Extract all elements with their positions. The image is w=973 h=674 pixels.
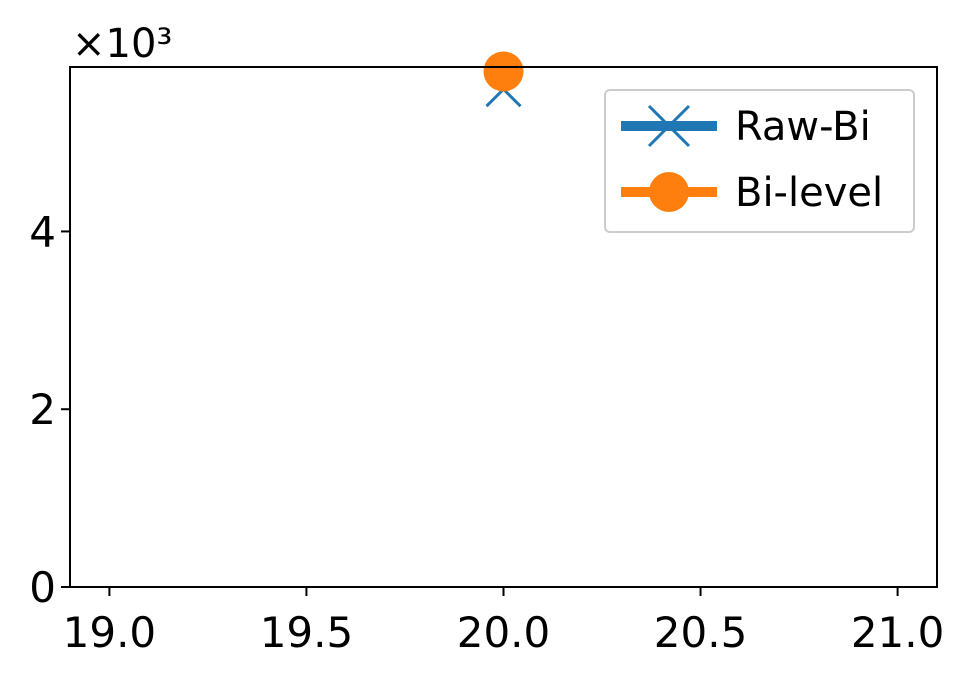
legend-marker bbox=[647, 104, 691, 148]
x-tick-label: 20.0 bbox=[457, 608, 551, 657]
x-axis: 19.0 19.5 20.0 20.5 21.0 bbox=[63, 587, 945, 657]
legend-item: Raw-Bi bbox=[621, 104, 871, 150]
y-scale-factor: ×10³ bbox=[72, 21, 172, 67]
data-point bbox=[483, 51, 524, 92]
y-tick-label: 4 bbox=[29, 207, 56, 256]
legend-label: Raw-Bi bbox=[735, 104, 871, 150]
legend-marker bbox=[649, 172, 689, 212]
y-tick-label: 2 bbox=[29, 385, 56, 434]
x-tick-label: 19.0 bbox=[63, 608, 157, 657]
x-tick-label: 20.5 bbox=[654, 608, 748, 657]
legend: Raw-Bi Bi-level bbox=[604, 89, 915, 233]
legend-label: Bi-level bbox=[735, 170, 883, 216]
y-tick-label: 0 bbox=[29, 563, 56, 612]
x-tick-label: 21.0 bbox=[851, 608, 945, 657]
data-marks bbox=[483, 51, 524, 108]
legend-item: Bi-level bbox=[621, 170, 883, 216]
x-tick-label: 19.5 bbox=[260, 608, 354, 657]
y-axis: 0 2 4 bbox=[29, 207, 70, 612]
